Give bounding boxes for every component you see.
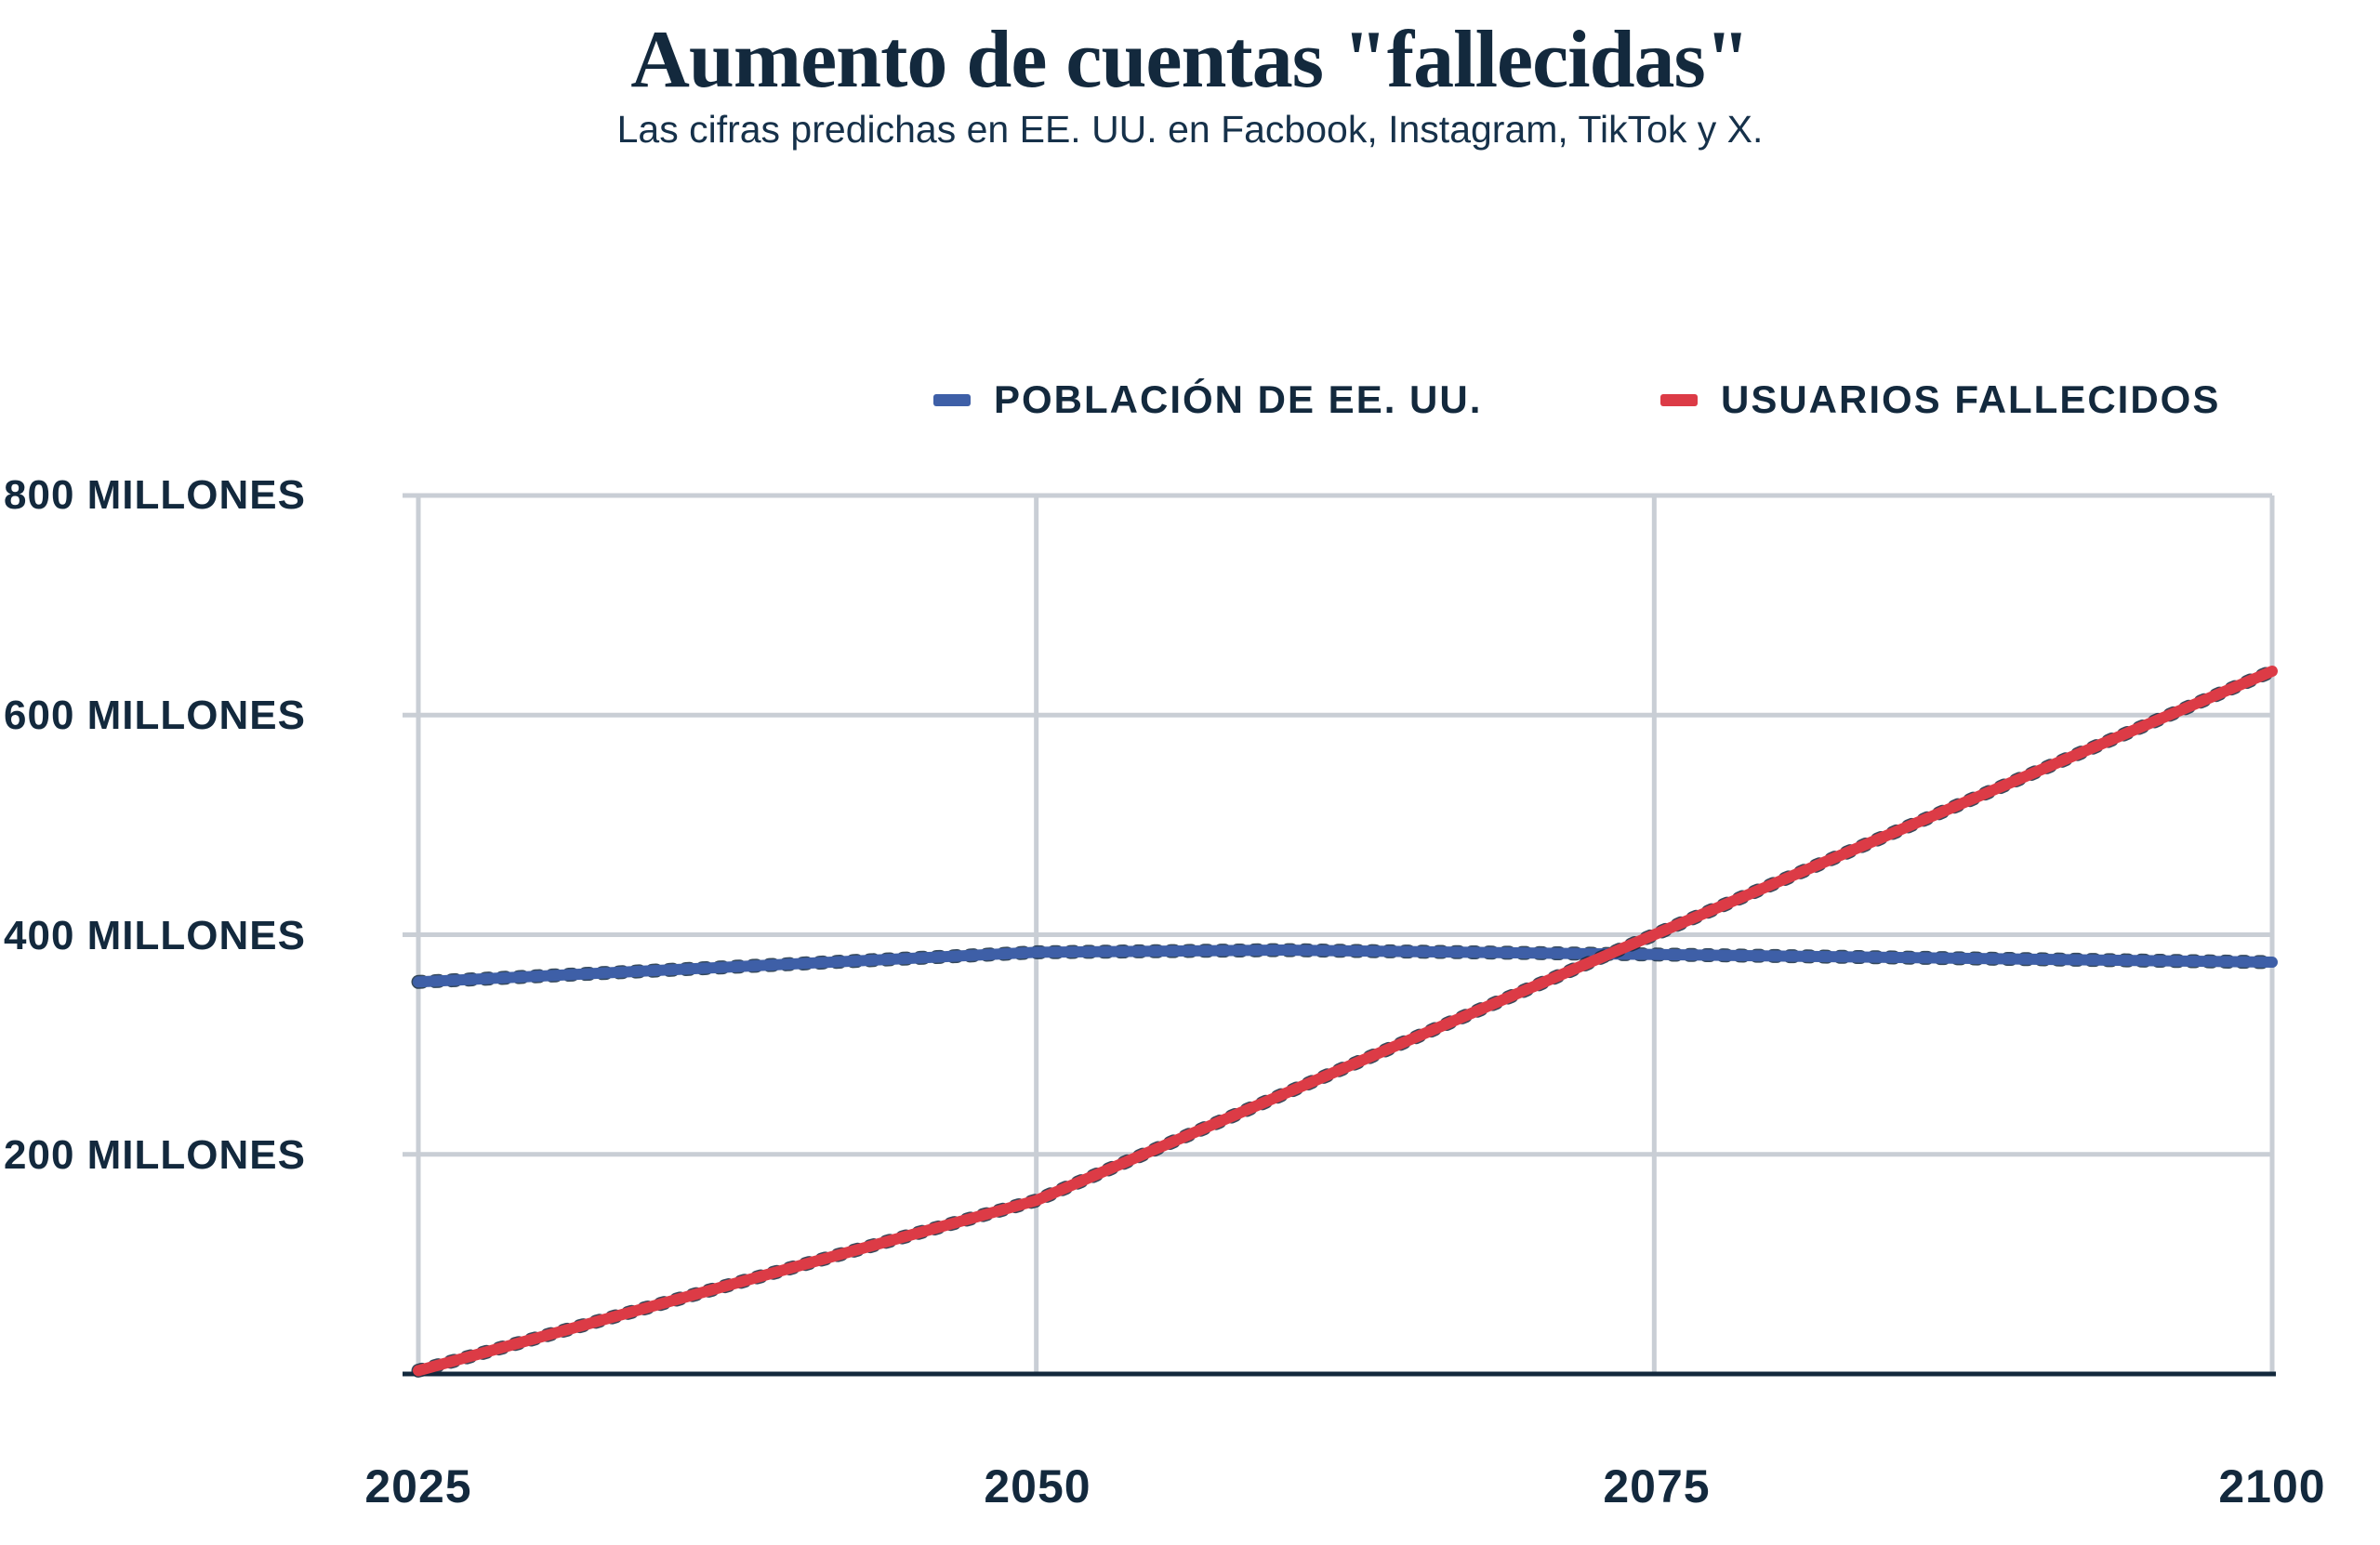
x-tick-label: 2100 bbox=[2218, 1460, 2326, 1512]
page-title: Aumento de cuentas "fallecidas" bbox=[630, 15, 1750, 105]
series-line-population bbox=[413, 944, 2278, 988]
legend-label-deceased: USUARIOS FALLECIDOS bbox=[1721, 377, 2221, 421]
x-tick-label: 2050 bbox=[984, 1460, 1091, 1512]
legend-label-population: POBLACIÓN DE EE. UU. bbox=[994, 377, 1483, 421]
page-subtitle: Las cifras predichas en EE. UU. en Facbo… bbox=[616, 108, 1764, 151]
population-series-swatch bbox=[933, 393, 971, 406]
y-tick-label: 800 MILLONES bbox=[4, 472, 306, 518]
series-line-underlay-1 bbox=[411, 664, 2280, 1378]
y-tick-label: 200 MILLONES bbox=[4, 1132, 306, 1178]
y-tick-label: 400 MILLONES bbox=[4, 913, 306, 958]
x-tick-label: 2075 bbox=[1603, 1460, 1711, 1512]
series-line-deceased bbox=[413, 666, 2278, 1377]
legend-item-deceased: USUARIOS FALLECIDOS bbox=[1660, 376, 2220, 424]
deceased-series-swatch bbox=[1660, 393, 1698, 406]
y-tick-label: 600 MILLONES bbox=[4, 693, 306, 738]
x-tick-label: 2025 bbox=[364, 1460, 472, 1512]
legend-item-population: POBLACIÓN DE EE. UU. bbox=[933, 376, 1482, 424]
